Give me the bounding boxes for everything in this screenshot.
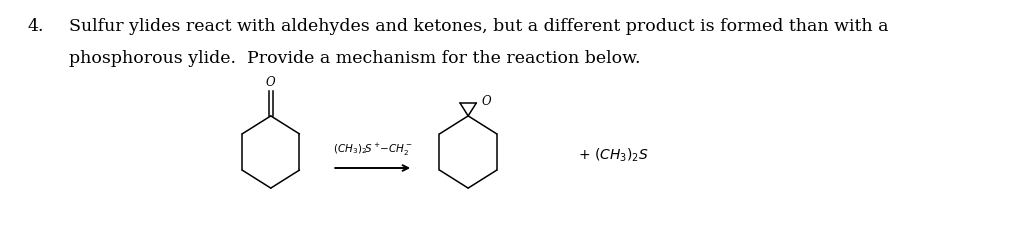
Text: $(CH_3)_2\!S^+\!\!-\!CH_2^-$: $(CH_3)_2\!S^+\!\!-\!CH_2^-$ <box>333 142 413 158</box>
Text: O: O <box>266 76 275 89</box>
Text: phosphorous ylide.  Provide a mechanism for the reaction below.: phosphorous ylide. Provide a mechanism f… <box>69 50 640 67</box>
Text: Sulfur ylides react with aldehydes and ketones, but a different product is forme: Sulfur ylides react with aldehydes and k… <box>69 18 889 35</box>
Text: O: O <box>482 96 492 108</box>
Text: $+\ (CH_3)_2S$: $+\ (CH_3)_2S$ <box>579 146 649 164</box>
Text: 4.: 4. <box>28 18 44 35</box>
